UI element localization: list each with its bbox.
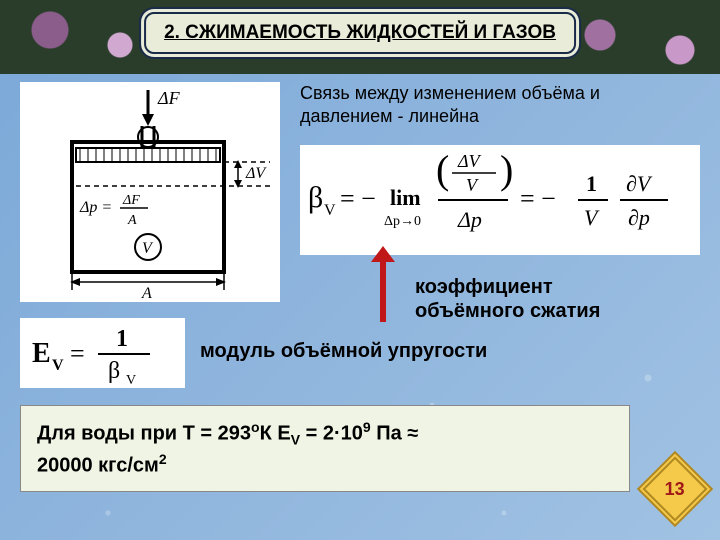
ex-ev-sub: V	[291, 432, 300, 448]
diagram-deltaP-lhs: Δp =	[79, 199, 112, 216]
beta-sub: V	[324, 202, 336, 219]
e-lhs: E	[32, 338, 51, 369]
beta-lim: lim	[390, 185, 421, 210]
modulus-formula: E V = 1 β V	[20, 318, 185, 388]
e-den-sub: V	[126, 373, 136, 388]
coefficient-label: коэффициент объёмного сжатия	[415, 275, 600, 323]
ex-l2: 20000 кгс/см	[37, 454, 159, 476]
rparen: )	[500, 147, 513, 192]
lparen: (	[436, 147, 449, 192]
beta-formula: β V = − lim Δp→0 Δp ( ) ΔV V = − 1 V ∂V …	[300, 145, 700, 255]
title-box: 2. СЖИМАЕМОСТЬ ЖИДКОСТЕЙ И ГАЗОВ	[144, 12, 576, 54]
e-eq: =	[70, 339, 85, 368]
diagram-A: A	[141, 285, 152, 302]
e-sub: V	[52, 357, 64, 374]
diagram-frac-top: ΔF	[122, 193, 140, 208]
beta-eq2: = −	[520, 184, 556, 213]
beta-lhs: β	[308, 181, 323, 214]
diagram-deltaV: ΔV	[245, 165, 267, 182]
page-number: 13	[665, 479, 685, 500]
beta-partial-top: ∂V	[626, 171, 653, 196]
beta-num-bot: V	[466, 175, 479, 195]
ex-l1b: К E	[260, 423, 291, 445]
ex-l1a: Для воды при T = 293	[37, 423, 251, 445]
ex-sq: 2	[159, 451, 167, 467]
beta-V2: V	[584, 205, 600, 230]
diagram-frac-bot: A	[127, 213, 137, 228]
beta-partial-bot: ∂p	[628, 205, 650, 230]
slide-title: 2. СЖИМАЕМОСТЬ ЖИДКОСТЕЙ И ГАЗОВ	[164, 22, 556, 44]
diagram-V: V	[142, 240, 154, 257]
beta-den: Δp	[457, 207, 482, 232]
example-box: Для воды при T = 293oК EV = 2·109 Па ≈ 2…	[20, 405, 630, 492]
modulus-label: модуль объёмной упругости	[200, 340, 487, 363]
coef-l1: коэффициент	[415, 275, 600, 299]
piston-diagram: ΔF ΔV Δp = ΔF A	[20, 82, 280, 302]
intro-text: Связь между изменением объёма и давление…	[300, 82, 690, 127]
ex-pow: 9	[363, 419, 371, 435]
e-num: 1	[116, 326, 128, 352]
ex-l1c: = 2·10	[300, 423, 363, 445]
beta-lim-sub: Δp→0	[384, 214, 421, 229]
ex-l1d: Па ≈	[371, 423, 419, 445]
beta-eq: = −	[340, 184, 376, 213]
diagram-deltaF: ΔF	[157, 88, 181, 108]
ex-deg: o	[251, 419, 260, 435]
e-den-b: β	[108, 358, 120, 384]
arrow-up-icon	[380, 260, 386, 322]
beta-num-top: ΔV	[457, 151, 482, 171]
coef-l2: объёмного сжатия	[415, 299, 600, 323]
beta-one: 1	[586, 171, 597, 196]
